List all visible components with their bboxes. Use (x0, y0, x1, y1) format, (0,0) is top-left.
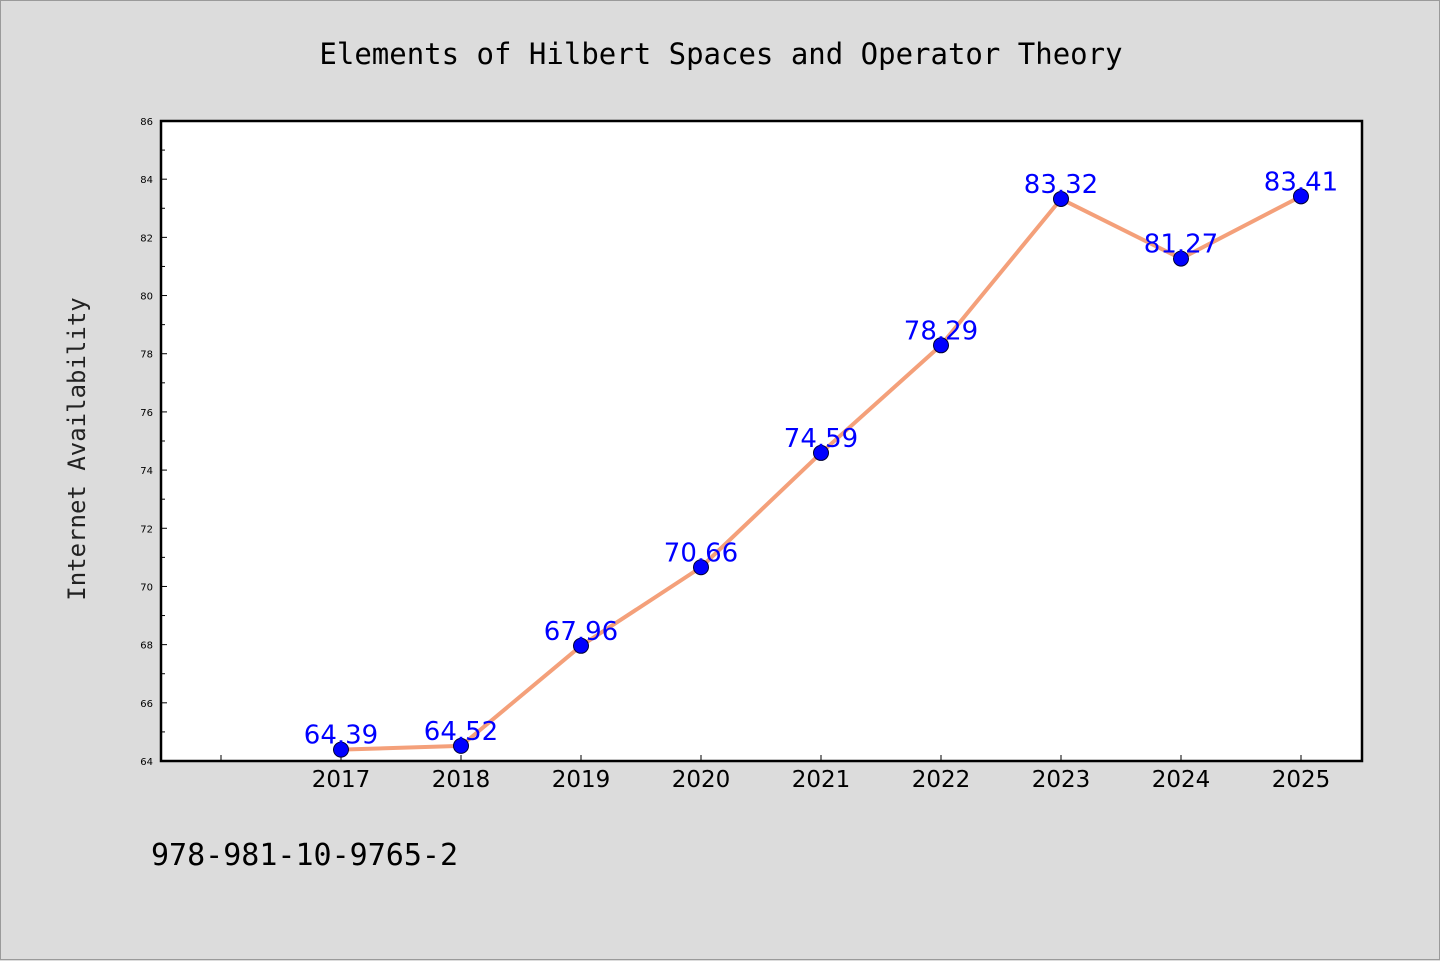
data-point (1053, 190, 1069, 207)
data-label: 83.41 (1264, 167, 1338, 197)
data-point (453, 737, 469, 754)
data-label: 64.52 (424, 717, 498, 747)
x-tick-label: 2024 (1152, 767, 1211, 793)
isbn-footer: 978-981-10-9765-2 (151, 838, 458, 873)
y-tick-label: 66 (140, 699, 153, 710)
points-layer (333, 188, 1309, 758)
y-tick-label: 72 (140, 524, 153, 535)
data-point (813, 444, 829, 461)
data-point (1293, 188, 1309, 205)
data-label: 78.29 (904, 316, 978, 346)
y-axis-ticks: 64 66 68 70 72 74 76 78 80 82 84 86 (140, 117, 167, 768)
chart-title: Elements of Hilbert Spaces and Operator … (319, 37, 1122, 71)
y-tick-label: 80 (140, 292, 153, 303)
data-label: 81.27 (1144, 230, 1218, 260)
plot-area (161, 121, 1362, 761)
data-label: 67.96 (544, 617, 618, 647)
x-tick-label: 2021 (792, 767, 851, 793)
data-point (1173, 250, 1189, 267)
x-tick-label: 2019 (552, 767, 611, 793)
x-tick-label: 2020 (672, 767, 731, 793)
y-tick-label: 68 (140, 641, 153, 652)
y-tick-label: 82 (140, 233, 153, 244)
x-axis-ticks: 2017 2018 2019 2020 2021 2022 2023 2024 2025 (220, 755, 1331, 793)
y-tick-label: 76 (140, 408, 153, 419)
data-label: 83.32 (1024, 170, 1098, 200)
data-point (573, 637, 589, 654)
data-labels-layer: 64.39 64.52 67.96 70.66 74.59 78.29 83.32 81.27… (304, 167, 1338, 750)
data-point (333, 741, 349, 758)
y-tick-label: 86 (140, 117, 153, 128)
data-label: 64.39 (304, 721, 378, 751)
y-tick-label: 84 (140, 175, 153, 186)
x-tick-label: 2023 (1032, 767, 1091, 793)
data-label: 70.66 (664, 538, 738, 568)
data-point (693, 559, 709, 576)
x-tick-label: 2017 (312, 767, 371, 793)
y-axis-label: Internet Availability (63, 297, 91, 600)
y-tick-label: 70 (140, 582, 153, 593)
x-tick-label: 2025 (1272, 767, 1331, 793)
x-tick-label: 2022 (912, 767, 971, 793)
data-label: 74.59 (784, 424, 858, 454)
y-tick-label: 78 (140, 350, 153, 361)
y-tick-label: 64 (140, 757, 153, 768)
y-tick-label: 74 (140, 466, 153, 477)
plot-border (159, 119, 1364, 763)
data-point (933, 337, 949, 354)
x-tick-label: 2018 (432, 767, 491, 793)
